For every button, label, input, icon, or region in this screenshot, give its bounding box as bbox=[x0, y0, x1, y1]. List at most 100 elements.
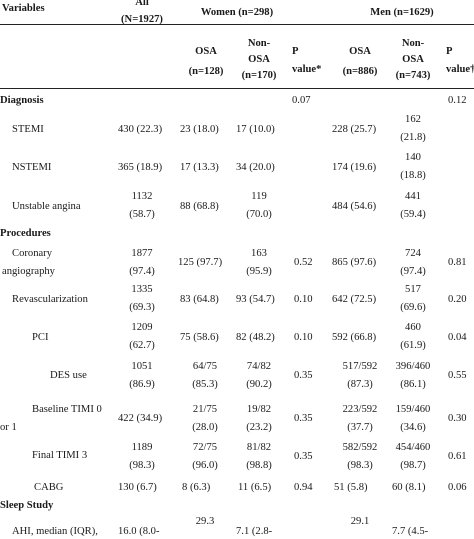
timi3-women-osa-pct: (96.0) bbox=[192, 460, 218, 471]
pci-all-pct: (62.7) bbox=[129, 340, 155, 351]
row-label-nstemi: NSTEMI bbox=[12, 162, 52, 173]
ahi-all: 16.0 (8.0- bbox=[118, 526, 160, 537]
cabg-women-osa: 8 (6.3) bbox=[182, 482, 211, 493]
row-label-timi0: Baseline TIMI 0 bbox=[32, 404, 102, 415]
row-label-revascularization: Revascularization bbox=[12, 294, 88, 305]
coronary-all: 1877 bbox=[131, 248, 153, 259]
header-all: All bbox=[135, 0, 149, 8]
cabg-women-non: 11 (6.5) bbox=[238, 482, 272, 493]
revasc-men-non: 517 bbox=[405, 284, 421, 295]
coronary-all-pct: (97.4) bbox=[129, 266, 155, 277]
header-all-n: (N=1927) bbox=[121, 14, 163, 25]
header-bottom-rule bbox=[0, 88, 474, 89]
des-men-non: 396/460 bbox=[395, 361, 431, 372]
coronary-men-osa: 865 (97.6) bbox=[332, 257, 377, 268]
revasc-women-osa: 83 (64.8) bbox=[180, 294, 219, 305]
pci-men-p: 0.04 bbox=[448, 332, 467, 343]
des-women-osa: 64/75 bbox=[192, 361, 218, 372]
timi0-men-non: 159/460 bbox=[395, 404, 431, 415]
section-sleep-study: Sleep Study bbox=[0, 500, 54, 511]
timi3-men-p: 0.61 bbox=[448, 451, 467, 462]
revasc-women-non: 93 (54.7) bbox=[236, 294, 275, 305]
coronary-women-p: 0.52 bbox=[294, 257, 313, 268]
pci-women-p: 0.10 bbox=[294, 332, 313, 343]
header-women-p: P bbox=[292, 46, 299, 57]
cabg-men-p: 0.06 bbox=[448, 482, 467, 493]
revasc-women-p: 0.10 bbox=[294, 294, 313, 305]
stemi-men-osa: 228 (25.7) bbox=[332, 124, 377, 135]
stemi-women-non: 17 (10.0) bbox=[236, 124, 275, 135]
pci-men-osa: 592 (66.8) bbox=[332, 332, 377, 343]
women-group-underline bbox=[176, 24, 298, 25]
des-all: 1051 bbox=[131, 361, 153, 372]
pci-men-non: 460 bbox=[405, 322, 421, 333]
timi0-men-p: 0.30 bbox=[448, 413, 467, 424]
timi0-all: 422 (34.9) bbox=[118, 413, 163, 424]
timi3-women-p: 0.35 bbox=[294, 451, 313, 462]
unstable-women-osa: 88 (68.8) bbox=[180, 201, 219, 212]
cabg-men-non: 60 (8.1) bbox=[392, 482, 426, 493]
timi3-men-osa: 582/592 bbox=[342, 442, 378, 453]
timi0-women-osa-pct: (28.0) bbox=[192, 422, 218, 433]
timi3-women-osa: 72/75 bbox=[192, 442, 218, 453]
row-label-ahi: AHI, median (IQR), bbox=[12, 526, 98, 537]
ahi-women-osa: 29.3 bbox=[195, 516, 215, 527]
timi0-women-p: 0.35 bbox=[294, 413, 313, 424]
stemi-men-non-pct: (21.8) bbox=[400, 132, 426, 143]
des-men-non-pct: (86.1) bbox=[400, 379, 426, 390]
nstemi-all: 365 (18.9) bbox=[118, 162, 163, 173]
timi0-men-non-pct: (34.6) bbox=[400, 422, 426, 433]
unstable-all-pct: (58.7) bbox=[129, 209, 155, 220]
timi0-women-non-pct: (23.2) bbox=[246, 422, 272, 433]
header-variables: Variables bbox=[2, 3, 45, 14]
des-men-p: 0.55 bbox=[448, 370, 467, 381]
des-women-p: 0.35 bbox=[294, 370, 313, 381]
timi3-all: 1189 bbox=[131, 442, 153, 453]
ahi-men-osa: 29.1 bbox=[350, 516, 370, 527]
timi0-women-non: 19/82 bbox=[246, 404, 272, 415]
timi0-women-osa: 21/75 bbox=[192, 404, 218, 415]
row-label-coronary: Coronary bbox=[12, 248, 53, 259]
section-diagnosis: Diagnosis bbox=[0, 95, 44, 106]
row-label-pci: PCI bbox=[32, 332, 49, 343]
row-label-cabg: CABG bbox=[34, 482, 64, 493]
unstable-women-non-pct: (70.0) bbox=[246, 209, 272, 220]
timi0-men-osa-pct: (37.7) bbox=[347, 422, 373, 433]
pci-women-non: 82 (48.2) bbox=[236, 332, 275, 343]
nstemi-women-non: 34 (20.0) bbox=[236, 162, 275, 173]
header-men-osa-n: (n=886) bbox=[342, 66, 378, 77]
revasc-men-osa: 642 (72.5) bbox=[332, 294, 377, 305]
row-label-unstable-angina: Unstable angina bbox=[12, 201, 81, 212]
coronary-women-non: 163 bbox=[251, 248, 267, 259]
coronary-men-non: 724 bbox=[405, 248, 421, 259]
stemi-women-osa: 23 (18.0) bbox=[180, 124, 219, 135]
revasc-all: 1335 bbox=[131, 284, 153, 295]
header-women-non-osa: OSA bbox=[248, 54, 270, 65]
cabg-men-osa: 51 (5.8) bbox=[334, 482, 368, 493]
ahi-men-non: 7.7 (4.5- bbox=[392, 526, 429, 537]
coronary-men-non-pct: (97.4) bbox=[400, 266, 426, 277]
header-women-non: Non- bbox=[247, 38, 271, 49]
men-group-underline bbox=[330, 24, 474, 25]
ahi-women-non: 7.1 (2.8- bbox=[236, 526, 273, 537]
unstable-women-non: 119 bbox=[251, 191, 267, 202]
header-women-non-n: (n=170) bbox=[241, 70, 277, 81]
unstable-men-non: 441 bbox=[405, 191, 421, 202]
header-men-non: Non- bbox=[401, 38, 425, 49]
header-women-osa: OSA bbox=[195, 46, 217, 57]
timi0-men-osa: 223/592 bbox=[342, 404, 378, 415]
revasc-men-p: 0.20 bbox=[448, 294, 467, 305]
pci-men-non-pct: (61.9) bbox=[400, 340, 426, 351]
revasc-men-non-pct: (69.6) bbox=[400, 302, 426, 313]
unstable-all: 1132 bbox=[131, 191, 153, 202]
header-men: Men (n=1629) bbox=[370, 7, 434, 18]
header-men-non-osa: OSA bbox=[402, 54, 424, 65]
row-label-angiography: angiography bbox=[2, 266, 55, 277]
stemi-men-non: 162 bbox=[405, 114, 421, 125]
header-women-osa-n: (n=128) bbox=[188, 66, 224, 77]
timi3-men-non-pct: (98.7) bbox=[400, 460, 426, 471]
pci-all: 1209 bbox=[131, 322, 153, 333]
coronary-men-p: 0.81 bbox=[448, 257, 467, 268]
unstable-men-osa: 484 (54.6) bbox=[332, 201, 377, 212]
